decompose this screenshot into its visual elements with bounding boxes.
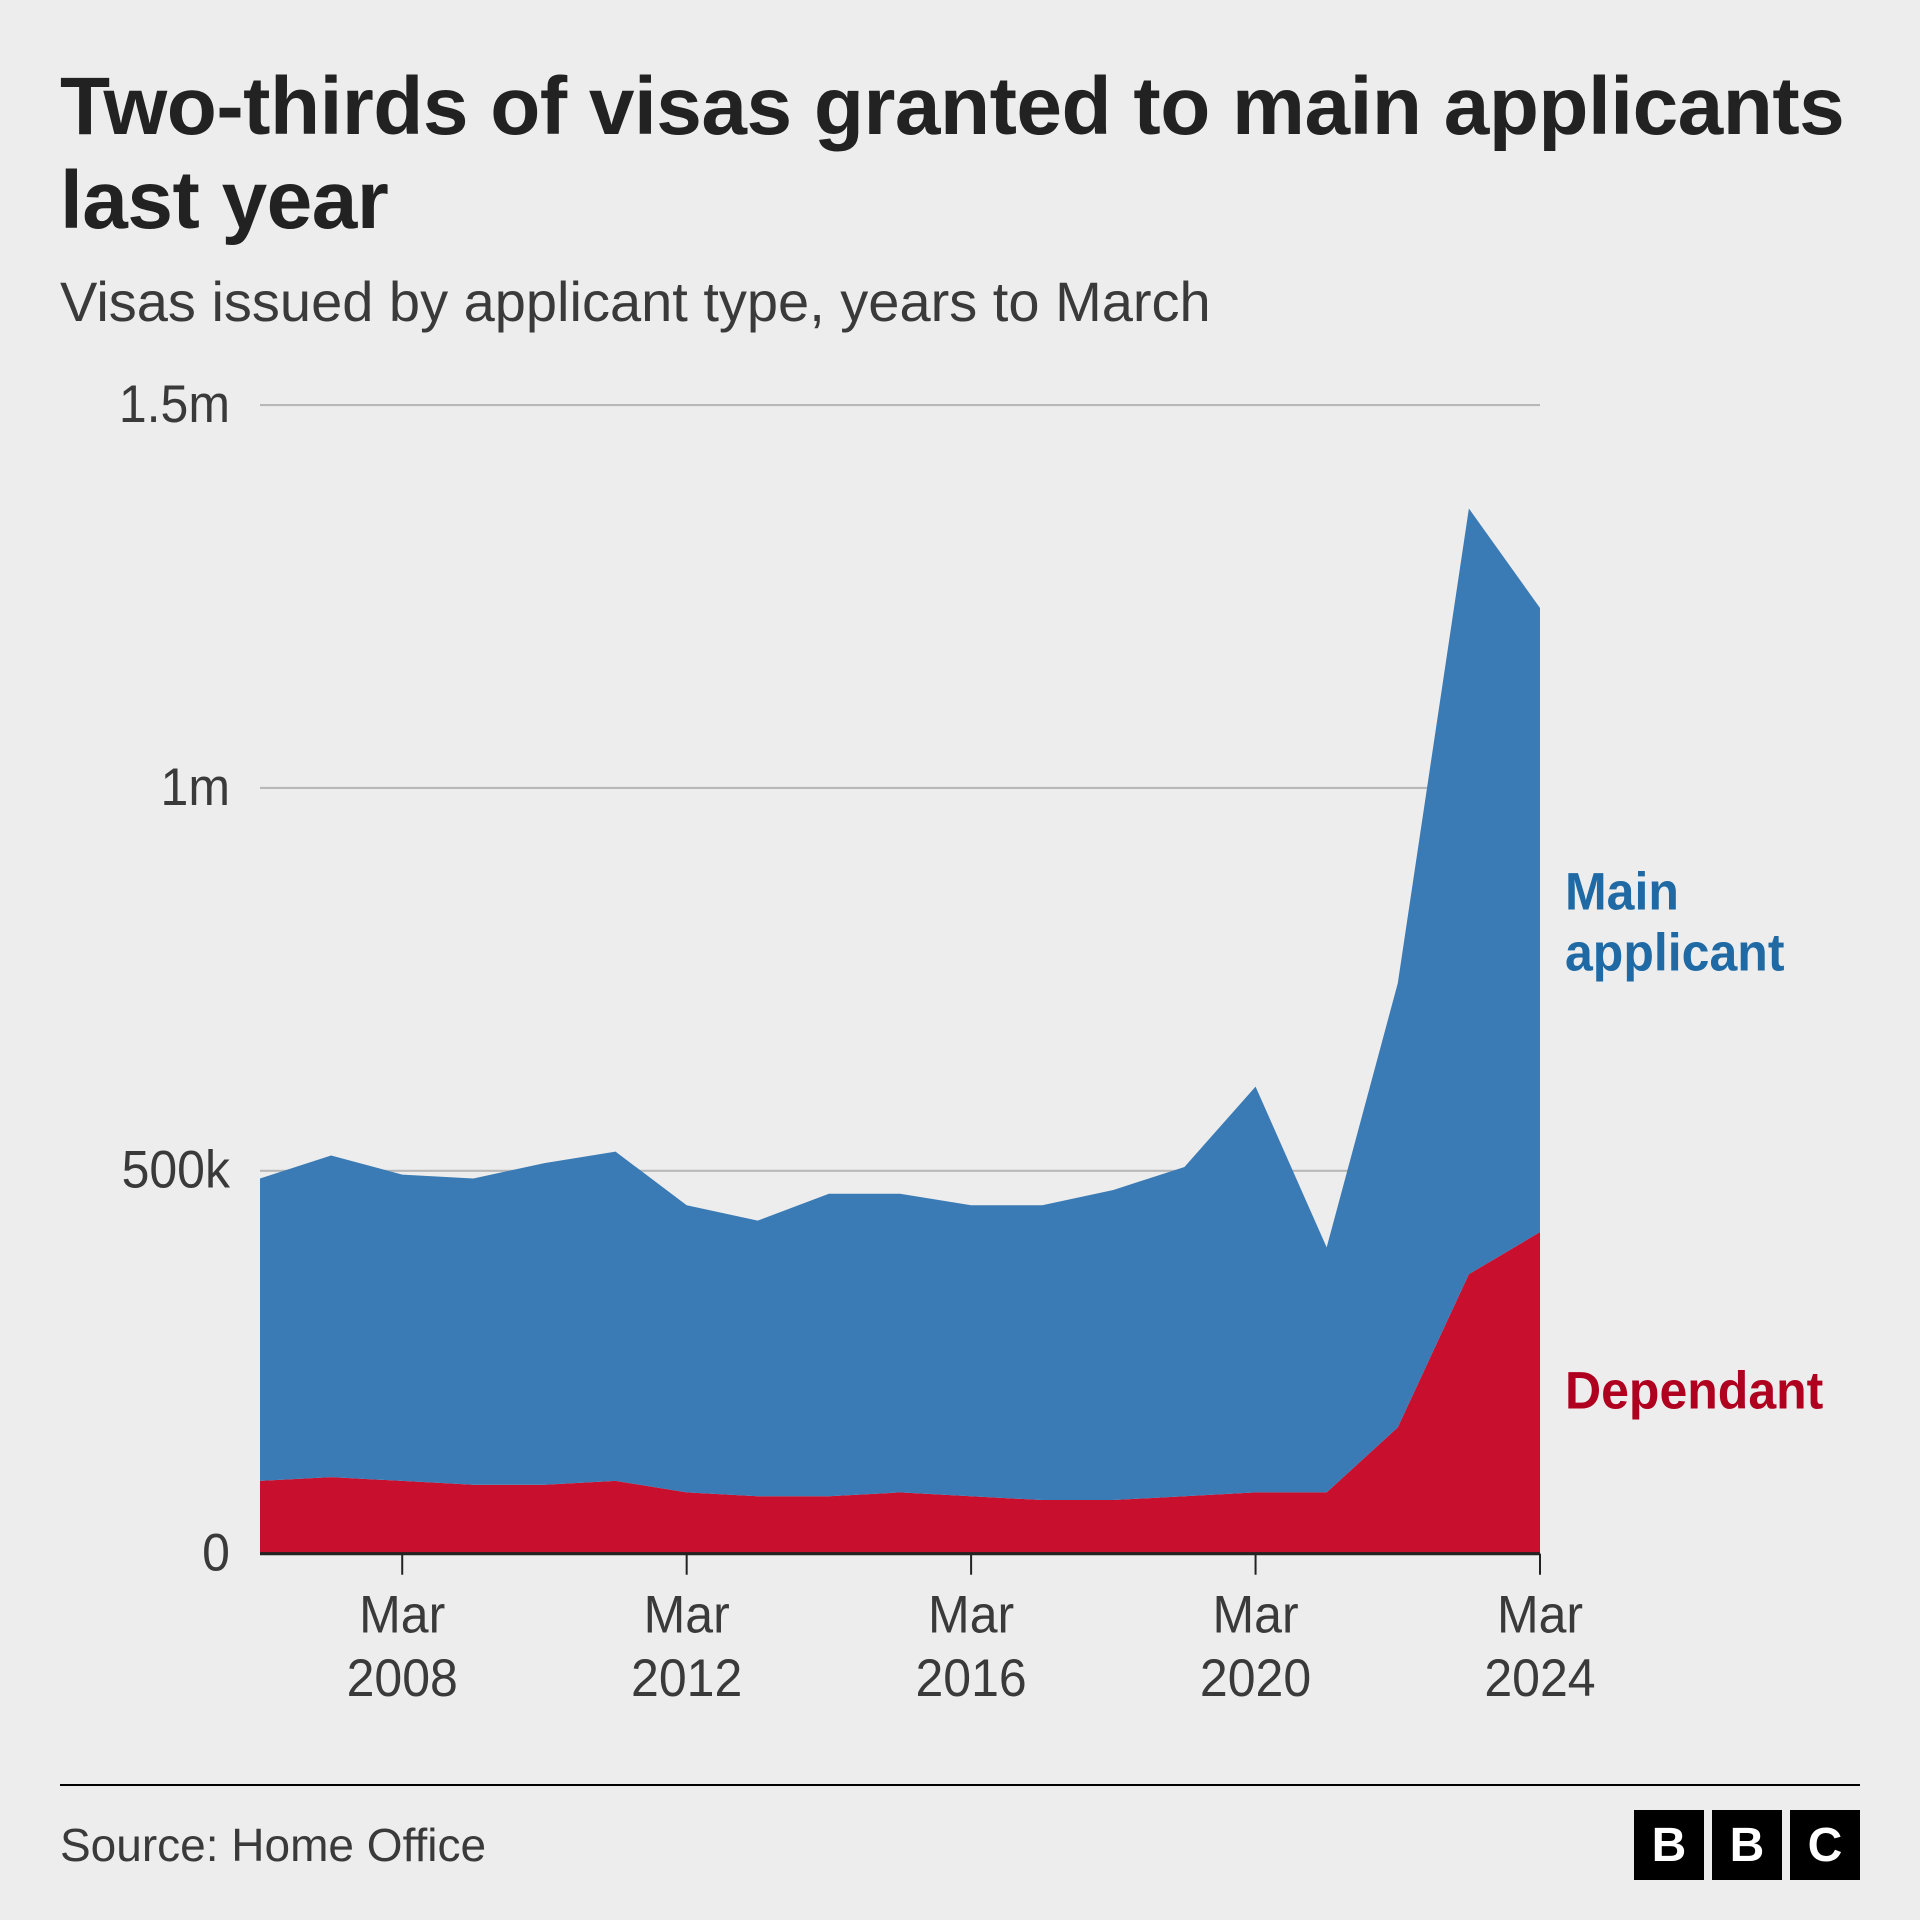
- bbc-logo: B B C: [1634, 1810, 1860, 1880]
- area-chart-svg: 0500k1m1.5mMar2008Mar2012Mar2016Mar2020M…: [60, 384, 1860, 1764]
- y-axis-tick-label: 0: [202, 1523, 230, 1581]
- chart-container: Two-thirds of visas granted to main appl…: [0, 0, 1920, 1920]
- x-axis-tick-label: Mar: [359, 1585, 445, 1643]
- chart-title: Two-thirds of visas granted to main appl…: [60, 60, 1860, 249]
- x-axis-tick-label: 2008: [347, 1648, 458, 1706]
- series-label-dependant: Dependant: [1565, 1361, 1823, 1419]
- chart-plot-area: 0500k1m1.5mMar2008Mar2012Mar2016Mar2020M…: [60, 384, 1860, 1764]
- y-axis-tick-label: 500k: [122, 1140, 231, 1198]
- x-axis-tick-label: Mar: [928, 1585, 1014, 1643]
- chart-footer: Source: Home Office B B C: [60, 1784, 1860, 1880]
- x-axis-tick-label: 2012: [631, 1648, 742, 1706]
- x-axis-tick-label: Mar: [644, 1585, 730, 1643]
- x-axis-tick-label: Mar: [1497, 1585, 1583, 1643]
- x-axis-tick-label: 2016: [915, 1648, 1026, 1706]
- area-series: [260, 508, 1540, 1500]
- x-axis-tick-label: Mar: [1213, 1585, 1299, 1643]
- chart-subtitle: Visas issued by applicant type, years to…: [60, 269, 1860, 334]
- x-axis-tick-label: 2024: [1484, 1648, 1595, 1706]
- x-axis-tick-label: 2020: [1200, 1648, 1311, 1706]
- series-label-main: Main: [1565, 862, 1679, 920]
- source-text: Source: Home Office: [60, 1818, 486, 1872]
- series-label-main: applicant: [1565, 923, 1784, 981]
- y-axis-tick-label: 1m: [161, 757, 230, 815]
- bbc-logo-block: C: [1790, 1810, 1860, 1880]
- bbc-logo-block: B: [1634, 1810, 1704, 1880]
- y-axis-tick-label: 1.5m: [119, 384, 230, 433]
- bbc-logo-block: B: [1712, 1810, 1782, 1880]
